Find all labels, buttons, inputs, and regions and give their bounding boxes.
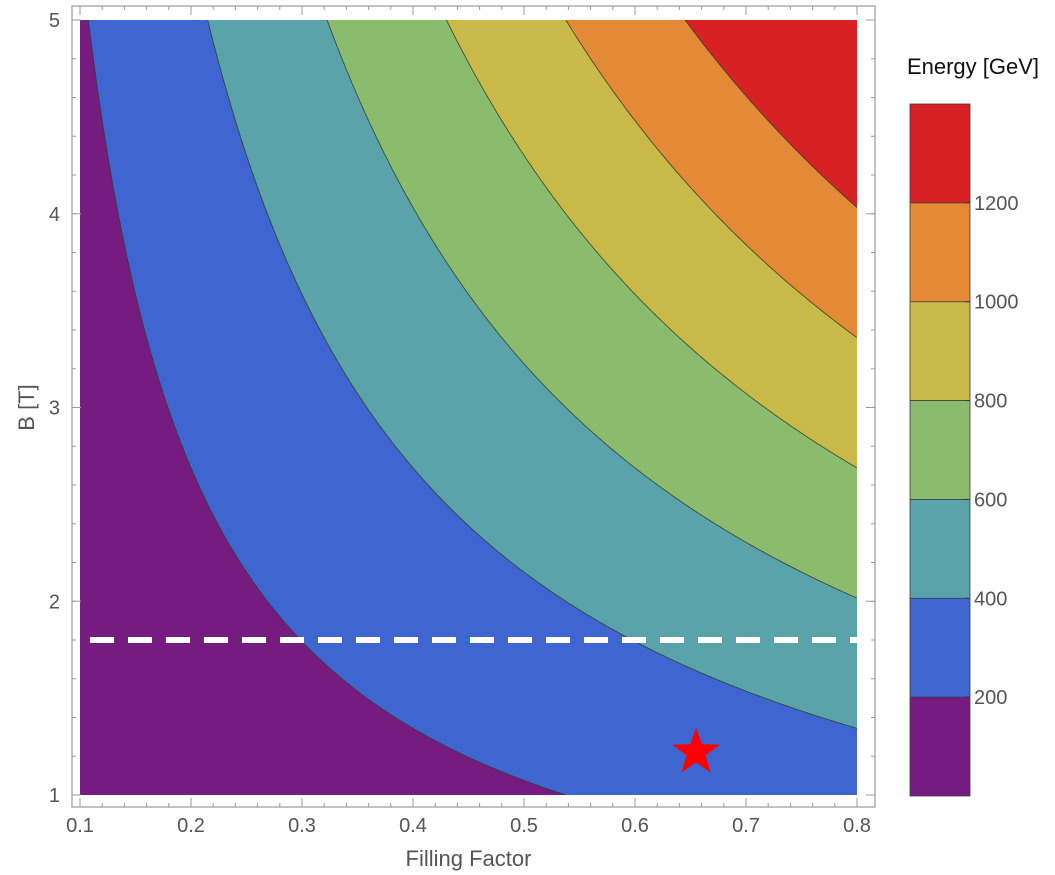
y-tick-label: 2 (49, 591, 60, 613)
x-tick-label: 0.8 (843, 815, 871, 837)
legend-swatch-5 (910, 202, 970, 302)
y-tick-label: 3 (49, 398, 60, 420)
legend-frame (909, 103, 971, 797)
star-marker-icon (672, 727, 720, 773)
y-tick-label: 4 (49, 204, 60, 226)
contour-bands (80, 20, 857, 795)
legend-swatch-6 (910, 104, 970, 203)
x-tick-label: 0.3 (288, 815, 316, 837)
y-tick-label: 5 (49, 10, 60, 32)
contour-line-400 (207, 20, 857, 729)
x-tick-label: 0.4 (399, 815, 427, 837)
axis-tick-labels: 0.1 0.2 0.3 0.4 0.5 0.6 0.7 0.8 1 2 3 4 5 (49, 10, 871, 837)
x-tick-label: 0.2 (177, 815, 205, 837)
x-tick-label: 0.5 (510, 815, 538, 837)
legend-title: Energy [GeV] (907, 54, 1039, 79)
legend-swatch-2 (910, 499, 970, 599)
legend-swatch-1 (910, 598, 970, 698)
legend-tick-label: 200 (974, 687, 1007, 709)
legend-tick-label: 400 (974, 588, 1007, 610)
legend-swatch-4 (910, 301, 970, 401)
y-tick-label: 1 (49, 785, 60, 807)
x-tick-label: 0.7 (732, 815, 760, 837)
legend-tick-label: 1000 (974, 292, 1019, 314)
y-axis-title: B [T] (14, 384, 39, 430)
contour-band-6 (685, 20, 857, 208)
contour-line-1000 (565, 20, 857, 339)
legend-tick-label: 1200 (974, 193, 1019, 215)
legend-swatch-3 (910, 400, 970, 500)
x-tick-label: 0.1 (66, 815, 94, 837)
x-axis-title: Filling Factor (406, 846, 532, 871)
plot-frame (71, 5, 876, 808)
colorbar-legend: 200 400 600 800 1000 1200 (909, 103, 1019, 797)
contour-line-800 (445, 20, 857, 469)
contour-line-1200 (684, 20, 857, 208)
legend-tick-label: 600 (974, 489, 1007, 511)
legend-swatch-0 (910, 697, 970, 796)
contour-line-200 (87, 20, 568, 795)
x-tick-label: 0.6 (621, 815, 649, 837)
axis-ticks (72, 6, 875, 807)
contour-lines (87, 20, 857, 795)
legend-tick-label: 800 (974, 391, 1007, 413)
contour-line-600 (326, 20, 857, 599)
